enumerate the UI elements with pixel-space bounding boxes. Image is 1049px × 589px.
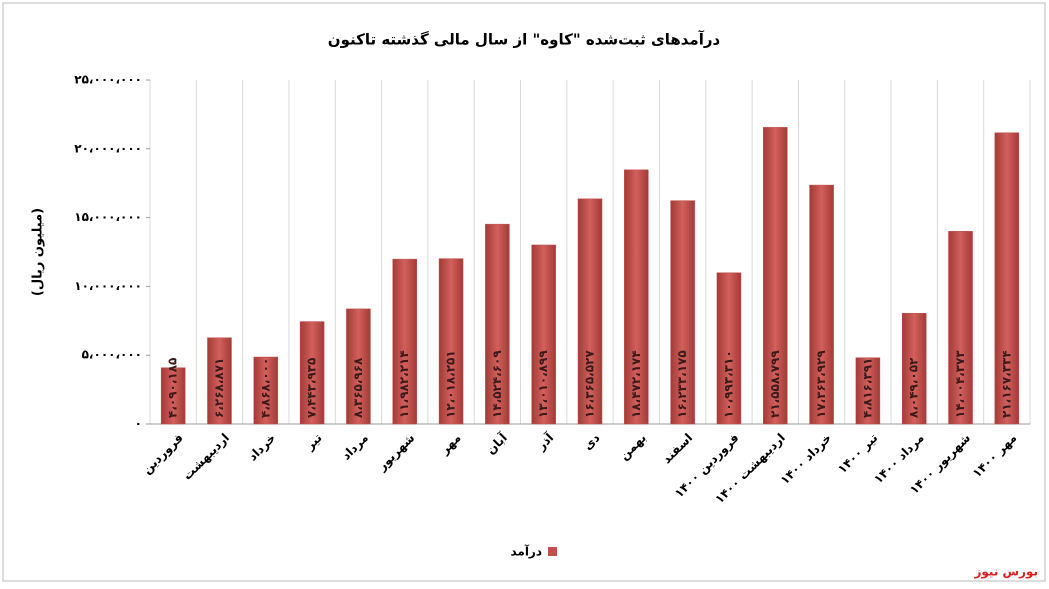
- bar: [809, 184, 834, 425]
- value-label: ۸،۳۶۵،۹۶۸: [351, 357, 365, 418]
- y-tick-label: ۱۵،۰۰۰،۰۰۰: [74, 210, 142, 224]
- value-label: ۱۲،۰۱۸،۲۵۱: [444, 350, 458, 418]
- bar: [485, 223, 510, 425]
- value-label: ۴،۸۶۸،۰۰۰: [258, 358, 272, 418]
- bar: [160, 367, 186, 425]
- bar: [624, 169, 649, 425]
- value-label: ۸،۰۴۹،۰۵۲: [907, 357, 921, 418]
- y-tick-label: ۵،۰۰۰،۰۰۰: [82, 348, 142, 362]
- value-label: ۱۶،۲۳۳،۱۷۵: [675, 350, 689, 418]
- bar: [438, 258, 464, 425]
- y-tick-label: ۲۵،۰۰۰،۰۰۰: [74, 73, 142, 87]
- value-label: ۱۳،۰۱۰،۸۹۹: [536, 350, 550, 418]
- y-axis-label: (میلیون ریال): [31, 208, 46, 296]
- value-label: ۲۱،۵۵۸،۷۹۹: [768, 350, 782, 418]
- chart-title: درآمدهای ثبت‌شده "کاوه" از سال مالی گذشت…: [328, 31, 721, 49]
- bar: [531, 244, 556, 425]
- bar: [392, 258, 417, 425]
- value-label: ۱۸،۴۷۲،۱۷۴: [629, 350, 643, 418]
- value-label: ۱۷،۳۶۳،۹۲۹: [814, 350, 828, 418]
- y-tick-label: ۲۰،۰۰۰،۰۰۰: [74, 141, 142, 155]
- bar: [207, 337, 232, 425]
- source: بورس نیوز: [973, 565, 1038, 580]
- bar: [346, 308, 371, 425]
- bar: [670, 200, 695, 425]
- bar: [716, 272, 742, 425]
- value-label: ۱۰،۹۹۳،۳۱۰: [721, 350, 735, 418]
- value-label: ۷،۴۴۳،۹۳۵: [305, 358, 319, 418]
- value-label: ۱۱،۹۸۲،۲۱۴: [397, 350, 411, 418]
- y-tick-label: ۱۰،۰۰۰،۰۰۰: [74, 279, 142, 293]
- bar: [948, 231, 973, 425]
- bar: [994, 132, 1020, 425]
- value-label: ۱۴،۰۰۴،۳۷۳: [953, 350, 967, 418]
- value-label: ۲۱،۱۶۷،۳۳۴: [999, 350, 1013, 418]
- bar: [763, 127, 788, 425]
- value-label: ۴،۰۹۰،۱۸۵: [166, 358, 180, 418]
- bar: [577, 198, 603, 425]
- y-tick-label: ۰: [135, 417, 142, 431]
- value-label: ۶،۲۶۸،۸۷۱: [212, 358, 226, 418]
- value-label: ۴،۸۱۶،۳۹۱: [860, 358, 874, 418]
- legend-label: درآمد: [510, 544, 542, 559]
- bar: [855, 357, 881, 425]
- bar: [901, 312, 927, 425]
- bar: [253, 356, 279, 425]
- legend-swatch: [548, 547, 557, 556]
- value-label: ۱۶،۳۶۵،۵۲۷: [583, 350, 597, 418]
- bar: [299, 321, 325, 425]
- value-label: ۱۴،۵۲۴،۶۰۹: [490, 350, 504, 418]
